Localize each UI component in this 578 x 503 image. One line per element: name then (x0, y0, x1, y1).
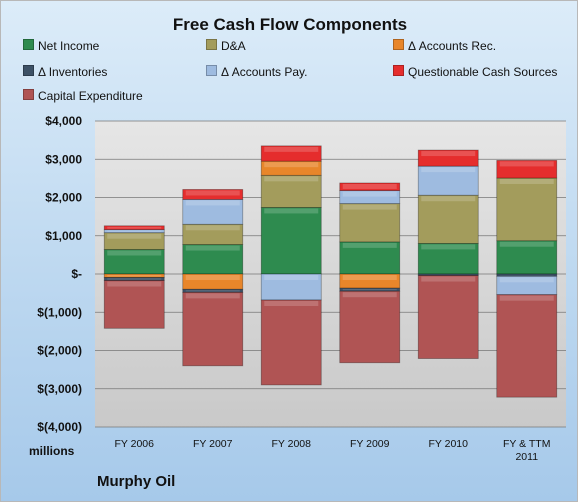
x-tick-label: FY 2007 (193, 438, 233, 450)
bar-segment (261, 300, 321, 385)
bar-highlight (343, 184, 397, 189)
bar-highlight (343, 205, 397, 210)
bar-segment (340, 291, 400, 363)
y-tick-label: $(4,000) (37, 420, 82, 434)
bar-highlight (107, 278, 161, 279)
bar-highlight (343, 289, 397, 290)
bar-highlight (186, 246, 240, 251)
y-tick-label: $4,000 (45, 114, 82, 128)
bar-highlight (343, 192, 397, 197)
bar-highlight (186, 225, 240, 230)
bar-segment (418, 276, 478, 359)
bar-highlight (186, 190, 240, 195)
x-tick-label: FY 2009 (350, 438, 390, 450)
bar-highlight (343, 243, 397, 248)
units-label: millions (29, 444, 74, 458)
bar-highlight (343, 292, 397, 297)
bar-segment (261, 207, 321, 274)
bar-highlight (421, 167, 475, 172)
bar-highlight (500, 179, 554, 184)
bar-highlight (186, 290, 240, 291)
company-label: Murphy Oil (97, 473, 175, 490)
bar-highlight (421, 196, 475, 201)
bar-highlight (264, 147, 318, 152)
bar-highlight (186, 275, 240, 280)
y-tick-label: $2,000 (45, 191, 82, 205)
bar-highlight (186, 200, 240, 205)
bar-highlight (186, 293, 240, 298)
bar-highlight (500, 242, 554, 247)
bar-highlight (421, 277, 475, 282)
bar-highlight (421, 151, 475, 156)
y-tick-label: $- (71, 267, 82, 281)
bar-segment (104, 281, 164, 329)
bar-segment (497, 295, 557, 398)
bar-highlight (264, 176, 318, 181)
x-tick-label: FY 2008 (271, 438, 311, 450)
bar-highlight (500, 296, 554, 301)
bar-highlight (264, 208, 318, 213)
bar-segment (183, 292, 243, 365)
x-tick-label: FY 2010 (428, 438, 468, 450)
bar-highlight (107, 231, 161, 232)
y-tick-label: $(2,000) (37, 344, 82, 358)
bar-highlight (107, 275, 161, 276)
bar-highlight (107, 227, 161, 229)
bar-highlight (107, 234, 161, 239)
bar-segment (497, 178, 557, 241)
bar-highlight (343, 275, 397, 280)
y-tick-label: $3,000 (45, 152, 82, 166)
bar-segment (418, 195, 478, 243)
bar-highlight (264, 301, 318, 306)
y-tick-label: $(3,000) (37, 382, 82, 396)
bar-highlight (500, 277, 554, 282)
bar-highlight (500, 161, 554, 166)
bar-highlight (264, 162, 318, 167)
bar-highlight (421, 244, 475, 249)
bar-highlight (107, 282, 161, 287)
bar-highlight (107, 251, 161, 256)
bar-highlight (264, 275, 318, 280)
y-tick-label: $(1,000) (37, 305, 82, 319)
x-tick-label: FY 2006 (114, 438, 154, 450)
y-tick-label: $1,000 (45, 229, 82, 243)
